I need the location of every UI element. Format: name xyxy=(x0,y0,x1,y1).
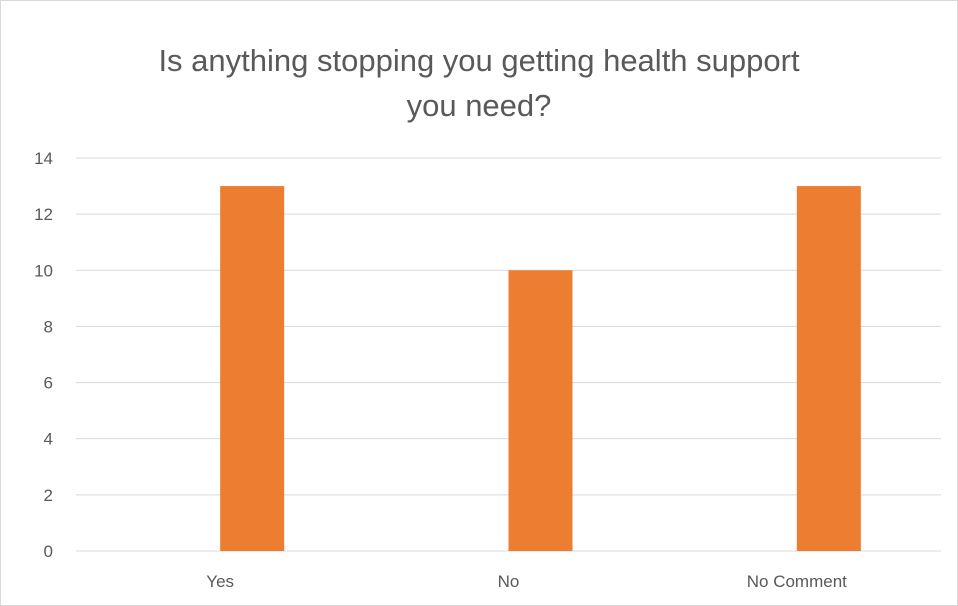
x-axis-ticks: Yes No No Comment xyxy=(206,572,847,591)
y-tick-label: 14 xyxy=(34,149,53,168)
y-tick-label: 8 xyxy=(44,317,53,336)
bar-yes xyxy=(220,186,285,552)
x-tick-label: No xyxy=(498,572,520,591)
bar-no-comment xyxy=(796,186,861,552)
bars xyxy=(220,186,861,552)
y-tick-label: 4 xyxy=(44,430,53,449)
y-tick-label: 10 xyxy=(34,261,53,280)
chart-title-line-1: Is anything stopping you getting health … xyxy=(158,43,800,78)
x-tick-label: Yes xyxy=(206,572,234,591)
y-axis-ticks: 0 2 4 6 8 10 12 14 xyxy=(34,149,53,561)
bar-no xyxy=(508,270,573,551)
y-tick-label: 6 xyxy=(44,374,53,393)
y-tick-label: 2 xyxy=(44,486,53,505)
x-tick-label: No Comment xyxy=(747,572,847,591)
chart-title-line-2: you need? xyxy=(407,88,552,123)
y-tick-label: 0 xyxy=(44,542,53,561)
y-tick-label: 12 xyxy=(34,205,53,224)
